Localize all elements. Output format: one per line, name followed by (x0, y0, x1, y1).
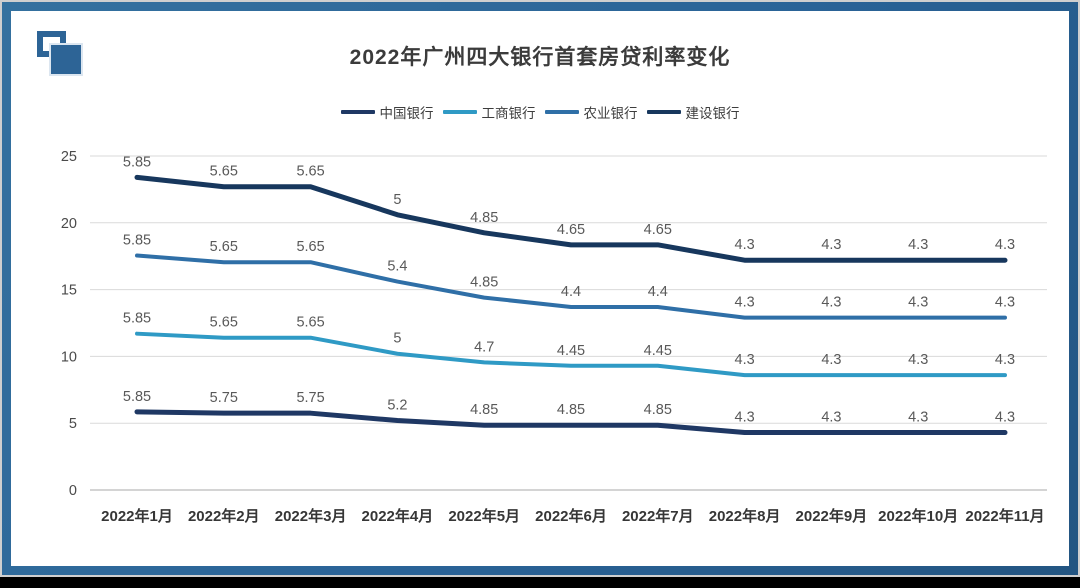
legend-label: 农业银行 (583, 106, 638, 121)
data-label: 5.85 (123, 154, 151, 170)
legend-item[interactable]: 农业银行 (544, 102, 638, 122)
data-label: 4.85 (644, 402, 672, 418)
line-chart: 0 5 10 15 20 25 2022年1月 2022年2月 2022年3月 2022年4月 20… (61, 149, 1047, 525)
data-label: 4.4 (561, 284, 581, 300)
legend-label: 建设银行 (685, 106, 740, 121)
data-label: 4.3 (735, 295, 755, 311)
data-label: 4.3 (995, 237, 1015, 253)
data-label: 5.85 (123, 389, 151, 405)
y-axis-label: 15 (61, 283, 77, 299)
x-axis-label: 2022年5月 (448, 507, 520, 525)
data-label: 5 (393, 192, 401, 208)
legend-item[interactable]: 建设银行 (646, 102, 740, 122)
slide-blue-frame: 2022年广州四大银行首套房贷利率变化 中国银行 工商银行 农业银行 建设银行 0 5 1… (2, 2, 1078, 575)
data-label: 5.85 (123, 311, 151, 327)
data-label: 5.2 (387, 398, 407, 414)
data-label: 4.65 (644, 222, 672, 238)
data-label: 4.45 (644, 343, 672, 359)
data-label: 5.65 (296, 315, 324, 331)
data-label: 4.3 (908, 237, 928, 253)
data-label: 4.3 (821, 295, 841, 311)
legend-swatch-icon (442, 110, 477, 114)
x-axis-label: 2022年3月 (275, 507, 347, 525)
x-axis-label: 2022年2月 (188, 507, 260, 525)
data-label: 5.75 (296, 390, 324, 406)
data-label: 4.7 (474, 339, 494, 355)
data-label: 5.65 (210, 315, 238, 331)
chart-title: 2022年广州四大银行首套房贷利率变化 (349, 46, 731, 69)
series-line (135, 253, 1007, 320)
data-label: 4.3 (908, 410, 928, 426)
x-axis-label: 2022年1月 (101, 507, 173, 525)
y-axis-label: 5 (69, 416, 77, 432)
data-label: 4.85 (470, 275, 498, 291)
data-label: 5.65 (210, 239, 238, 255)
legend-swatch-icon (340, 110, 375, 114)
data-label: 5.4 (387, 259, 407, 275)
data-label: 4.3 (735, 237, 755, 253)
y-axis-label: 10 (61, 349, 77, 365)
data-label: 5.75 (210, 390, 238, 406)
x-axis-label: 2022年6月 (535, 507, 607, 525)
y-axis-label: 25 (61, 149, 77, 165)
series-line (134, 409, 1008, 436)
x-axis-label: 2022年7月 (622, 507, 694, 525)
legend-item[interactable]: 中国银行 (340, 102, 434, 122)
data-label: 4.3 (995, 352, 1015, 368)
chart-legend: 中国银行 工商银行 农业银行 建设银行 (11, 102, 1069, 122)
data-label: 4.3 (821, 352, 841, 368)
series-line (135, 331, 1007, 378)
x-axis-label: 2022年10月 (878, 507, 958, 525)
data-label: 5 (393, 331, 401, 347)
legend-item[interactable]: 工商银行 (442, 102, 536, 122)
series-line (134, 174, 1008, 263)
data-label: 4.3 (821, 237, 841, 253)
y-axis-label: 20 (61, 216, 77, 232)
x-axis-label: 2022年8月 (709, 507, 781, 525)
legend-swatch-icon (646, 110, 681, 114)
data-label: 4.3 (995, 295, 1015, 311)
legend-label: 中国银行 (379, 106, 434, 121)
logo-solid-square (49, 43, 83, 76)
data-label: 4.85 (557, 402, 585, 418)
data-label: 5.65 (210, 164, 238, 180)
data-label: 4.3 (908, 352, 928, 368)
data-label: 4.3 (735, 352, 755, 368)
data-label: 4.3 (821, 410, 841, 426)
slide-content: 2022年广州四大银行首套房贷利率变化 中国银行 工商银行 农业银行 建设银行 0 5 1… (11, 11, 1069, 566)
x-axis-label: 2022年11月 (965, 507, 1044, 525)
data-label: 4.3 (908, 295, 928, 311)
x-axis-label: 2022年4月 (362, 507, 434, 525)
presentation-logo-icon (37, 31, 97, 89)
data-label: 4.65 (557, 222, 585, 238)
y-axis-label: 0 (69, 483, 77, 499)
x-axis-label: 2022年9月 (796, 507, 868, 525)
data-label: 5.65 (296, 164, 324, 180)
data-label: 4.4 (648, 284, 668, 300)
data-label: 4.85 (470, 210, 498, 226)
data-label: 4.45 (557, 343, 585, 359)
legend-swatch-icon (544, 110, 579, 114)
data-label: 5.65 (296, 239, 324, 255)
data-label: 4.3 (735, 410, 755, 426)
legend-label: 工商银行 (481, 106, 536, 121)
data-label: 5.85 (123, 233, 151, 249)
data-label: 4.3 (995, 410, 1015, 426)
data-label: 4.85 (470, 402, 498, 418)
